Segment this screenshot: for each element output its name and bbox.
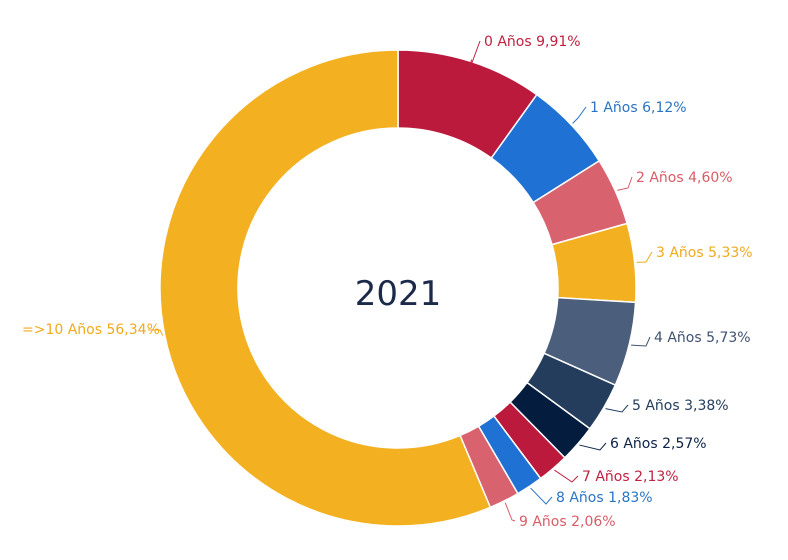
leader-line xyxy=(504,502,516,522)
slice-label: 9 Años 2,06% xyxy=(519,514,616,530)
leader-line xyxy=(530,487,553,505)
leader-line xyxy=(636,251,653,263)
slice-label: 1 Años 6,12% xyxy=(590,100,687,116)
slice-label: 8 Años 1,83% xyxy=(556,490,653,506)
slice-label: 0 Años 9,91% xyxy=(484,34,581,50)
slice-label: =>10 Años 56,34% xyxy=(22,322,160,338)
leader-line xyxy=(148,329,164,336)
slice-label: 6 Años 2,57% xyxy=(610,436,707,452)
slice-label: 2 Años 4,60% xyxy=(636,170,733,186)
leader-line xyxy=(631,336,651,347)
leader-line xyxy=(605,404,629,413)
center-year-label: 2021 xyxy=(355,274,442,314)
leader-line xyxy=(579,442,607,451)
slice-label: 4 Años 5,73% xyxy=(654,330,751,346)
slice-label: 7 Años 2,13% xyxy=(582,469,679,485)
slice-label: 5 Años 3,38% xyxy=(632,398,729,414)
donut-slice xyxy=(159,49,492,527)
leader-line xyxy=(617,176,633,191)
leader-line xyxy=(554,469,579,483)
leader-line xyxy=(469,40,481,69)
leader-lines-group xyxy=(148,40,653,522)
leader-line xyxy=(572,106,587,124)
slice-labels-group: 0 Años 9,91% 1 Años 6,12% 2 Años 4,60% 3 Añ… xyxy=(22,34,753,530)
slice-label: 3 Años 5,33% xyxy=(656,245,753,261)
slices-group xyxy=(159,49,637,527)
